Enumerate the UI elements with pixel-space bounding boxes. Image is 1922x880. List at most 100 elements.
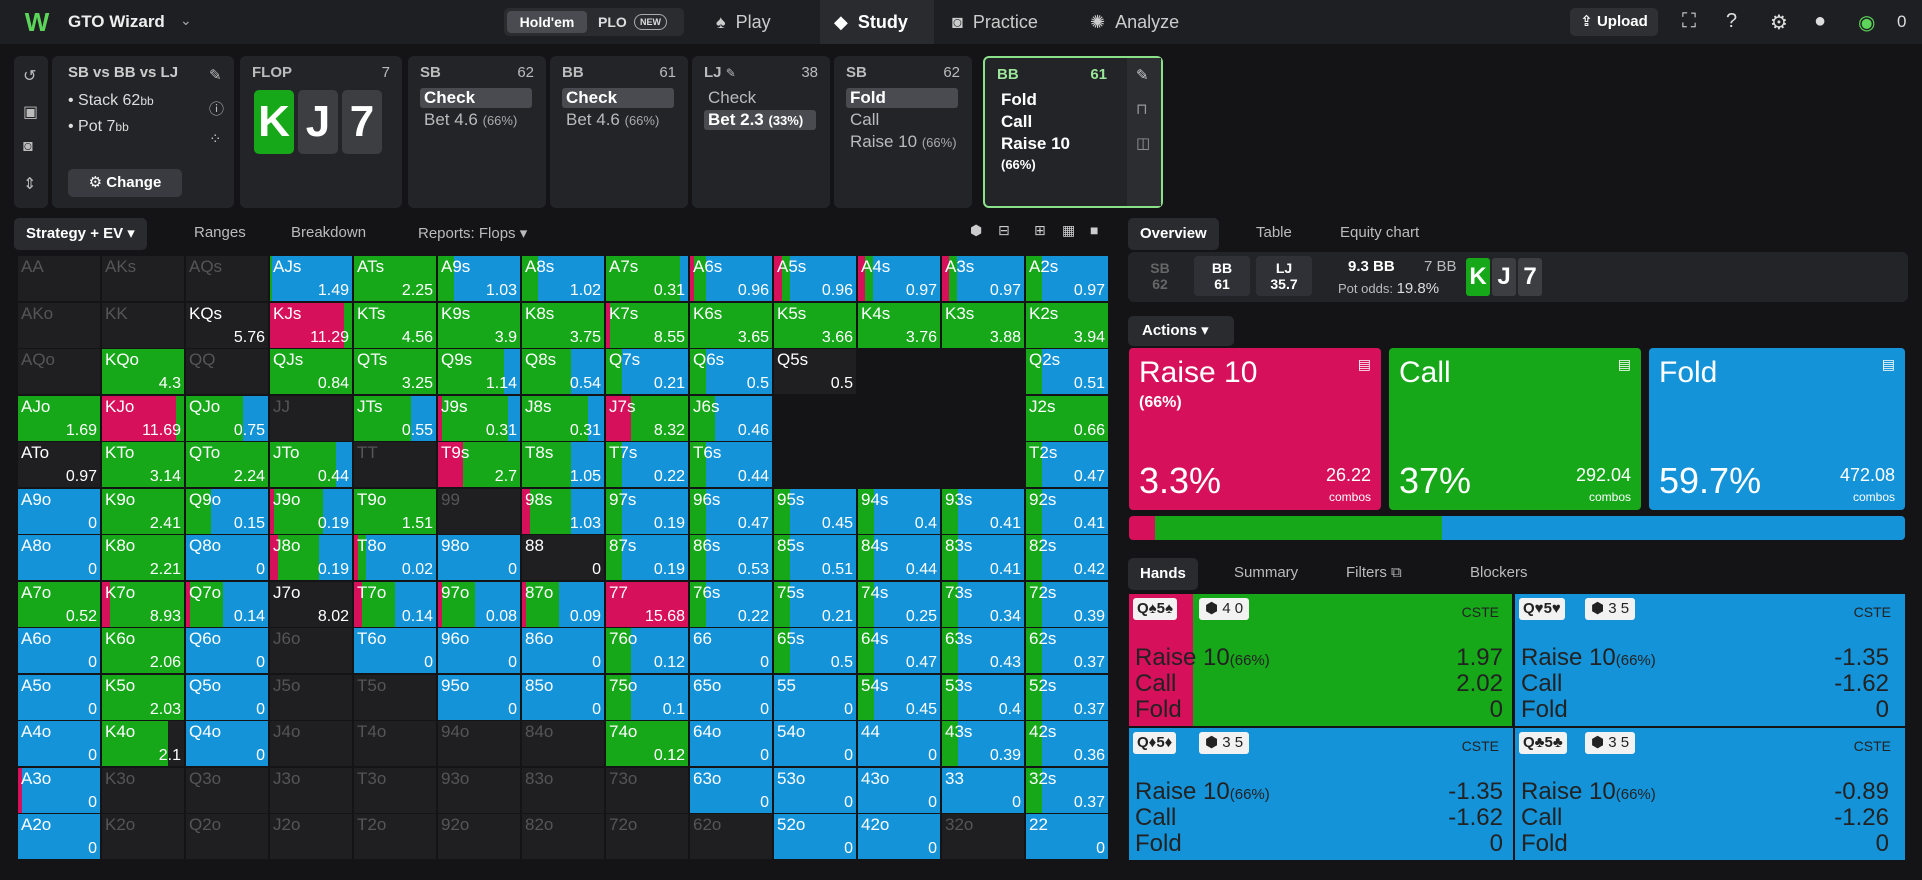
action-box-call[interactable]: Call 37% 292.04 combos ▤ [1389,348,1641,510]
hand-cell[interactable]: 76o 0.12 [606,628,688,673]
hand-cell[interactable]: K2s 3.94 [1026,302,1108,348]
nav-analyze[interactable]: ✺ Analyze [1090,0,1200,44]
hand-cell[interactable]: 86s 0.53 [690,535,772,580]
hand-cell[interactable]: K9s 3.9 [438,302,520,348]
lock-icon[interactable]: ⊓ [1136,101,1148,118]
hand-cell[interactable]: A4s 0.97 [858,256,940,301]
hand-cell[interactable]: A6o 0 [18,628,100,673]
hand-cell[interactable]: Q3o [186,767,268,813]
hand-cell[interactable]: KJo 11.69 [102,395,184,441]
tab-equity-chart[interactable]: Equity chart [1340,224,1420,241]
hand-cell[interactable]: 93s 0.41 [942,488,1024,534]
hand-cell[interactable]: 62s 0.37 [1026,628,1108,673]
chevron-down-icon[interactable]: ⌄ [180,12,192,28]
hand-cell[interactable]: KQs 5.76 [186,302,268,348]
hand-cell[interactable]: 87s 0.19 [606,535,688,580]
hand-cell[interactable]: 98o 0 [438,535,520,580]
hand-cell[interactable]: K9o 2.41 [102,488,184,534]
hand-cell[interactable]: 65o 0 [690,674,772,720]
hand-cell[interactable]: 52s 0.37 [1026,674,1108,720]
hand-cell[interactable]: K7s 8.55 [606,302,688,348]
tab-table[interactable]: Table [1256,224,1292,241]
account-icon[interactable]: ● [1814,10,1827,32]
hand-cell[interactable]: K3s 3.88 [942,302,1024,348]
hand-cell[interactable]: T7o 0.14 [354,581,436,627]
hand-cell[interactable]: Q6s 0.5 [690,349,772,394]
hand-cell[interactable]: J3o [270,767,352,813]
hand-cell[interactable]: JTs 0.55 [354,395,436,441]
action-option[interactable]: Check [420,88,532,108]
hand-cell[interactable]: 98s 1.03 [522,488,604,534]
hand-cell[interactable]: 84s 0.44 [858,535,940,580]
hand-cell[interactable]: A8s 1.02 [522,256,604,301]
pencil-icon[interactable]: ✎ [1136,67,1149,84]
hand-cell[interactable]: K8o 2.21 [102,535,184,580]
hand-cell[interactable]: Q5o 0 [186,674,268,720]
cube-icon[interactable]: ⬢ [970,222,983,238]
tab-strategy-ev[interactable]: Strategy + EV ▾ [14,218,147,250]
hand-card[interactable]: Q♠5♠ ⬢ 4 0 CSTE Raise 10(66%) 1.97 Call 2.02 Fo… [1129,594,1513,726]
hand-cell[interactable]: T8s 1.05 [522,442,604,487]
hand-cell[interactable]: 86o 0 [522,628,604,673]
tab-ranges[interactable]: Ranges [194,224,246,241]
action-sb-1[interactable]: SB 62 Check Bet 4.6 (66%) [408,56,546,208]
upload-button[interactable]: ⇪ Upload [1570,8,1658,36]
action-box-raise[interactable]: Raise 10 (66%) 3.3% 26.22 combos ▤ [1129,348,1381,510]
tab-blockers[interactable]: Blockers [1470,564,1528,581]
hand-cell[interactable]: T5o [354,674,436,720]
actions-dropdown[interactable]: Actions ▾ [1128,316,1234,346]
hand-cell[interactable]: QTo 2.24 [186,442,268,487]
hand-cell[interactable]: J9s 0.31 [438,395,520,441]
hand-cell[interactable]: 72o [606,814,688,859]
hand-cell[interactable]: Q8o 0 [186,535,268,580]
hand-cell[interactable]: A6s 0.96 [690,256,772,301]
hand-cell[interactable]: Q9o 0.15 [186,488,268,534]
grid-large-icon[interactable]: ▦ [1062,222,1076,238]
hand-cell[interactable]: T2o [354,814,436,859]
hand-cell[interactable]: A5s 0.96 [774,256,856,301]
hand-cell[interactable]: 73s 0.34 [942,581,1024,627]
hand-cell[interactable]: ATo 0.97 [18,442,100,487]
gear-icon[interactable]: ⚙ [1770,12,1788,34]
hand-cell[interactable]: AKo [18,302,100,348]
info-icon[interactable]: ⓘ [209,101,225,118]
hand-cell[interactable]: Q7s 0.21 [606,349,688,394]
hand-cell[interactable]: 43o 0 [858,767,940,813]
hand-cell[interactable]: A2o 0 [18,814,100,859]
nav-study[interactable]: ◆ Study [820,0,934,44]
hand-cell[interactable]: T6o 0 [354,628,436,673]
hand-cell[interactable]: 95o 0 [438,674,520,720]
hand-cell[interactable]: QJo 0.75 [186,395,268,441]
hand-cell[interactable]: 32o [942,814,1024,859]
tab-reports[interactable]: Reports: Flops ▾ [418,225,528,242]
split-view-icon[interactable]: ⊟ [998,222,1010,238]
action-bb-1[interactable]: BB 61 Check Bet 4.6 (66%) [550,56,688,208]
hand-cell[interactable]: T9s 2.7 [438,442,520,487]
hand-cell[interactable]: K6o 2.06 [102,628,184,673]
hand-cell[interactable]: T2s 0.47 [1026,442,1108,487]
action-box-fold[interactable]: Fold 59.7% 472.08 combos ▤ [1649,348,1905,510]
action-option[interactable]: Fold [846,88,958,108]
hand-cell[interactable]: 97o 0.08 [438,581,520,627]
hand-cell[interactable]: 44 0 [858,721,940,766]
hand-cell[interactable]: 64o 0 [690,721,772,766]
hand-cell[interactable]: K7o 8.93 [102,581,184,627]
hand-cell[interactable]: A2s 0.97 [1026,256,1108,301]
hand-cell[interactable]: T7s 0.22 [606,442,688,487]
action-option[interactable]: Raise 10 (66%) [997,134,1109,172]
hand-cell[interactable]: 43s 0.39 [942,721,1024,766]
hand-cell[interactable]: J6s 0.46 [690,395,772,441]
hand-cell[interactable]: K5s 3.66 [774,302,856,348]
hand-cell[interactable]: 82o [522,814,604,859]
hand-cell[interactable]: J7s 8.32 [606,395,688,441]
hand-cell[interactable]: A3s 0.97 [942,256,1024,301]
hand-cell[interactable]: 92o [438,814,520,859]
hand-cell[interactable]: J2o [270,814,352,859]
hand-cell[interactable]: 96s 0.47 [690,488,772,534]
hand-cell[interactable]: 75o 0.1 [606,674,688,720]
hand-cell[interactable]: K2o [102,814,184,859]
hand-cell[interactable]: T6s 0.44 [690,442,772,487]
hand-cell[interactable]: 74s 0.25 [858,581,940,627]
plo-toggle[interactable]: PLO [598,14,627,30]
help-icon[interactable]: ? [1726,10,1738,32]
